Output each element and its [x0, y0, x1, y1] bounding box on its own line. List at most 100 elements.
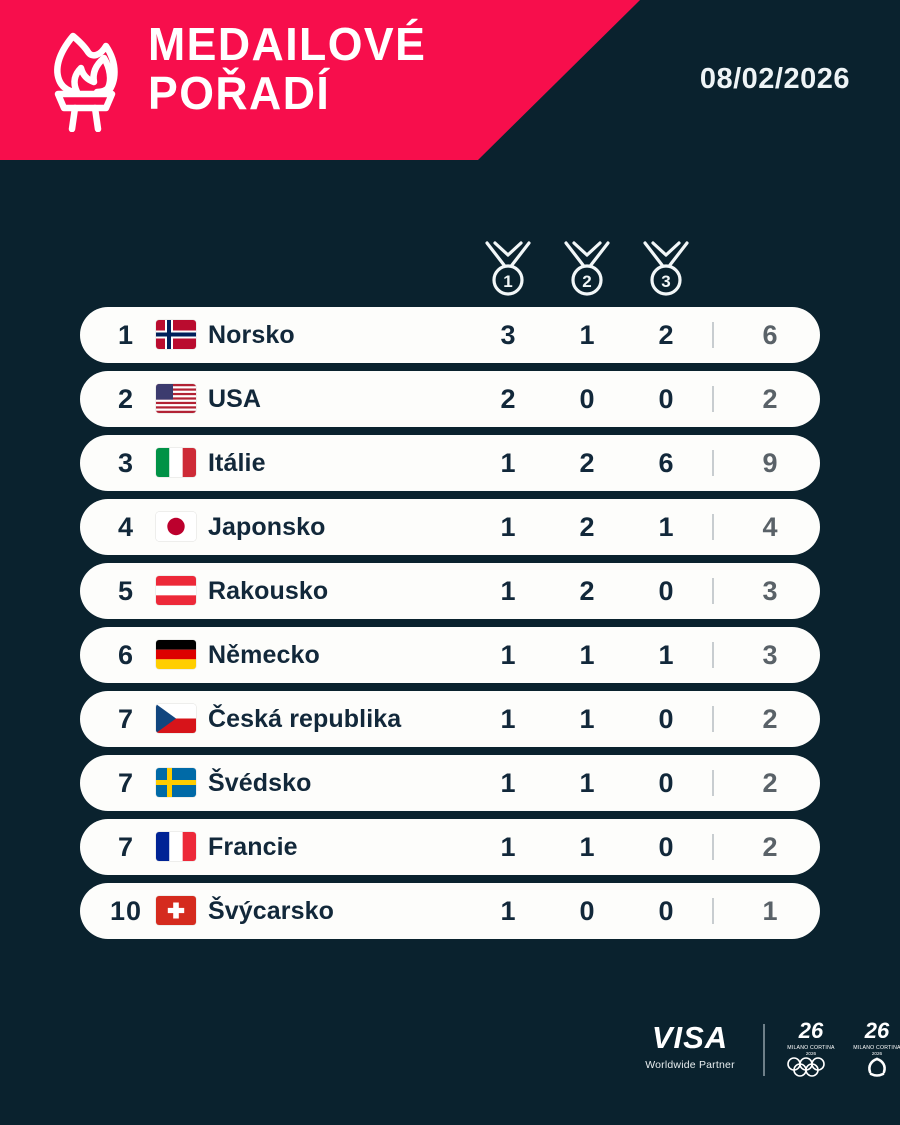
flag-it-icon: [156, 448, 196, 477]
gold-count: 1: [500, 703, 516, 734]
visa-logo: VISA Worldwide Partner: [628, 1020, 752, 1071]
table-row[interactable]: 1 Norsko 3 1 2 6: [80, 307, 820, 363]
rank-value: 2: [117, 383, 135, 414]
medal-gold-icon: 1: [480, 240, 536, 298]
date-label: 08/02/2026: [699, 63, 850, 95]
olympic-rings-icon: [787, 1057, 825, 1077]
total-divider: [712, 514, 714, 540]
rank-value: 7: [117, 703, 135, 734]
silver-count: 2: [579, 511, 595, 542]
visa-tagline: Worldwide Partner: [645, 1059, 735, 1071]
gold-count: 1: [500, 831, 516, 862]
gold-count: 1: [500, 511, 516, 542]
total-count: 3: [762, 639, 778, 670]
svg-text:3: 3: [661, 272, 670, 291]
total-divider: [712, 450, 714, 476]
table-row[interactable]: 3 Itálie 1 2 6 9: [80, 435, 820, 491]
table-row[interactable]: 5 Rakousko 1 2 0 3: [80, 563, 820, 619]
silver-count: 1: [579, 703, 595, 734]
country-name: Německo: [208, 640, 320, 669]
silver-count: 1: [579, 831, 595, 862]
table-row[interactable]: 2 USA 2 0 0 2: [80, 371, 820, 427]
country-name: Japonsko: [208, 512, 326, 541]
table-row[interactable]: 7 Francie 1 1 0 2: [80, 819, 820, 875]
table-row[interactable]: 4 Japonsko 1 2 1 4: [80, 499, 820, 555]
total-divider: [712, 898, 714, 924]
milano-cortina-paralympic-logo: 26 MILANO CORTINA 2026: [846, 1018, 900, 1092]
rank-value: 7: [117, 831, 135, 862]
header: MEDAILOVÉ POŘADÍ 08/02/2026: [0, 0, 900, 170]
total-count: 2: [762, 831, 778, 862]
total-divider: [712, 322, 714, 348]
table-row[interactable]: 6 Německo 1 1 1 3: [80, 627, 820, 683]
flag-fr-icon: [156, 832, 196, 861]
country-name: Itálie: [208, 448, 266, 477]
rank-value: 4: [117, 511, 135, 542]
total-divider: [712, 386, 714, 412]
medal-column-headers: 1 2 3: [0, 240, 900, 302]
rank-value: 7: [117, 767, 135, 798]
country-name: Švédsko: [208, 768, 312, 797]
silver-count: 2: [579, 575, 595, 606]
total-divider: [712, 642, 714, 668]
page-title: MEDAILOVÉ POŘADÍ: [148, 18, 427, 119]
gold-count: 1: [500, 895, 516, 926]
flag-jp-icon: [156, 512, 196, 541]
flag-cz-icon: [156, 704, 196, 733]
total-count: 1: [762, 895, 778, 926]
country-name: Norsko: [208, 320, 295, 349]
rank-value: 5: [117, 575, 135, 606]
flag-at-icon: [156, 576, 196, 605]
rank-value: 6: [117, 639, 135, 670]
torch-icon: [42, 28, 128, 133]
gold-count: 1: [500, 575, 516, 606]
svg-text:2: 2: [582, 272, 591, 291]
visa-wordmark: VISA: [651, 1020, 729, 1055]
bronze-count: 6: [658, 447, 674, 478]
footer: VISA Worldwide Partner 26 MILANO CORTINA…: [628, 1012, 900, 1100]
silver-count: 1: [579, 319, 595, 350]
flag-se-icon: [156, 768, 196, 797]
flag-no-icon: [156, 320, 196, 349]
country-name: Rakousko: [208, 576, 329, 605]
bronze-count: 2: [658, 319, 674, 350]
bronze-count: 0: [658, 575, 674, 606]
total-divider: [712, 770, 714, 796]
total-count: 6: [762, 319, 778, 350]
bronze-count: 0: [658, 767, 674, 798]
gold-count: 3: [500, 319, 516, 350]
flag-de-icon: [156, 640, 196, 669]
medal-table: 1 Norsko 3 1 2 6 2 USA 2 0 0 2 3 Itálie 1 2 6 9 4 Japonsko 1…: [80, 307, 820, 947]
rank-value: 1: [117, 319, 135, 350]
paralympic-mark: 26: [864, 1018, 890, 1043]
medal-silver-icon: 2: [559, 240, 615, 298]
country-name: USA: [208, 384, 262, 413]
table-row[interactable]: 10 Švýcarsko 1 0 0 1: [80, 883, 820, 939]
flag-ch-icon: [156, 896, 196, 925]
silver-count: 0: [579, 895, 595, 926]
bronze-count: 0: [658, 831, 674, 862]
footer-divider: [763, 1024, 765, 1076]
total-count: 3: [762, 575, 778, 606]
total-count: 2: [762, 383, 778, 414]
rank-value: 3: [117, 447, 135, 478]
paralympic-year: 2026: [871, 1051, 883, 1056]
gold-count: 2: [500, 383, 516, 414]
total-divider: [712, 578, 714, 604]
gold-count: 1: [500, 639, 516, 670]
paralympic-name: MILANO CORTINA: [853, 1045, 900, 1051]
table-row[interactable]: 7 Švédsko 1 1 0 2: [80, 755, 820, 811]
milano-cortina-olympic-logo: 26 MILANO CORTINA 2026: [780, 1018, 842, 1092]
rank-value: 10: [109, 895, 143, 926]
total-count: 2: [762, 767, 778, 798]
flag-us-icon: [156, 384, 196, 413]
total-divider: [712, 706, 714, 732]
paralympic-agitos-icon: [868, 1057, 886, 1077]
bronze-count: 0: [658, 895, 674, 926]
silver-count: 1: [579, 639, 595, 670]
bronze-count: 1: [658, 639, 674, 670]
medal-bronze-icon: 3: [638, 240, 694, 298]
olympic-mark: 26: [798, 1018, 824, 1043]
table-row[interactable]: 7 Česká republika 1 1 0 2: [80, 691, 820, 747]
